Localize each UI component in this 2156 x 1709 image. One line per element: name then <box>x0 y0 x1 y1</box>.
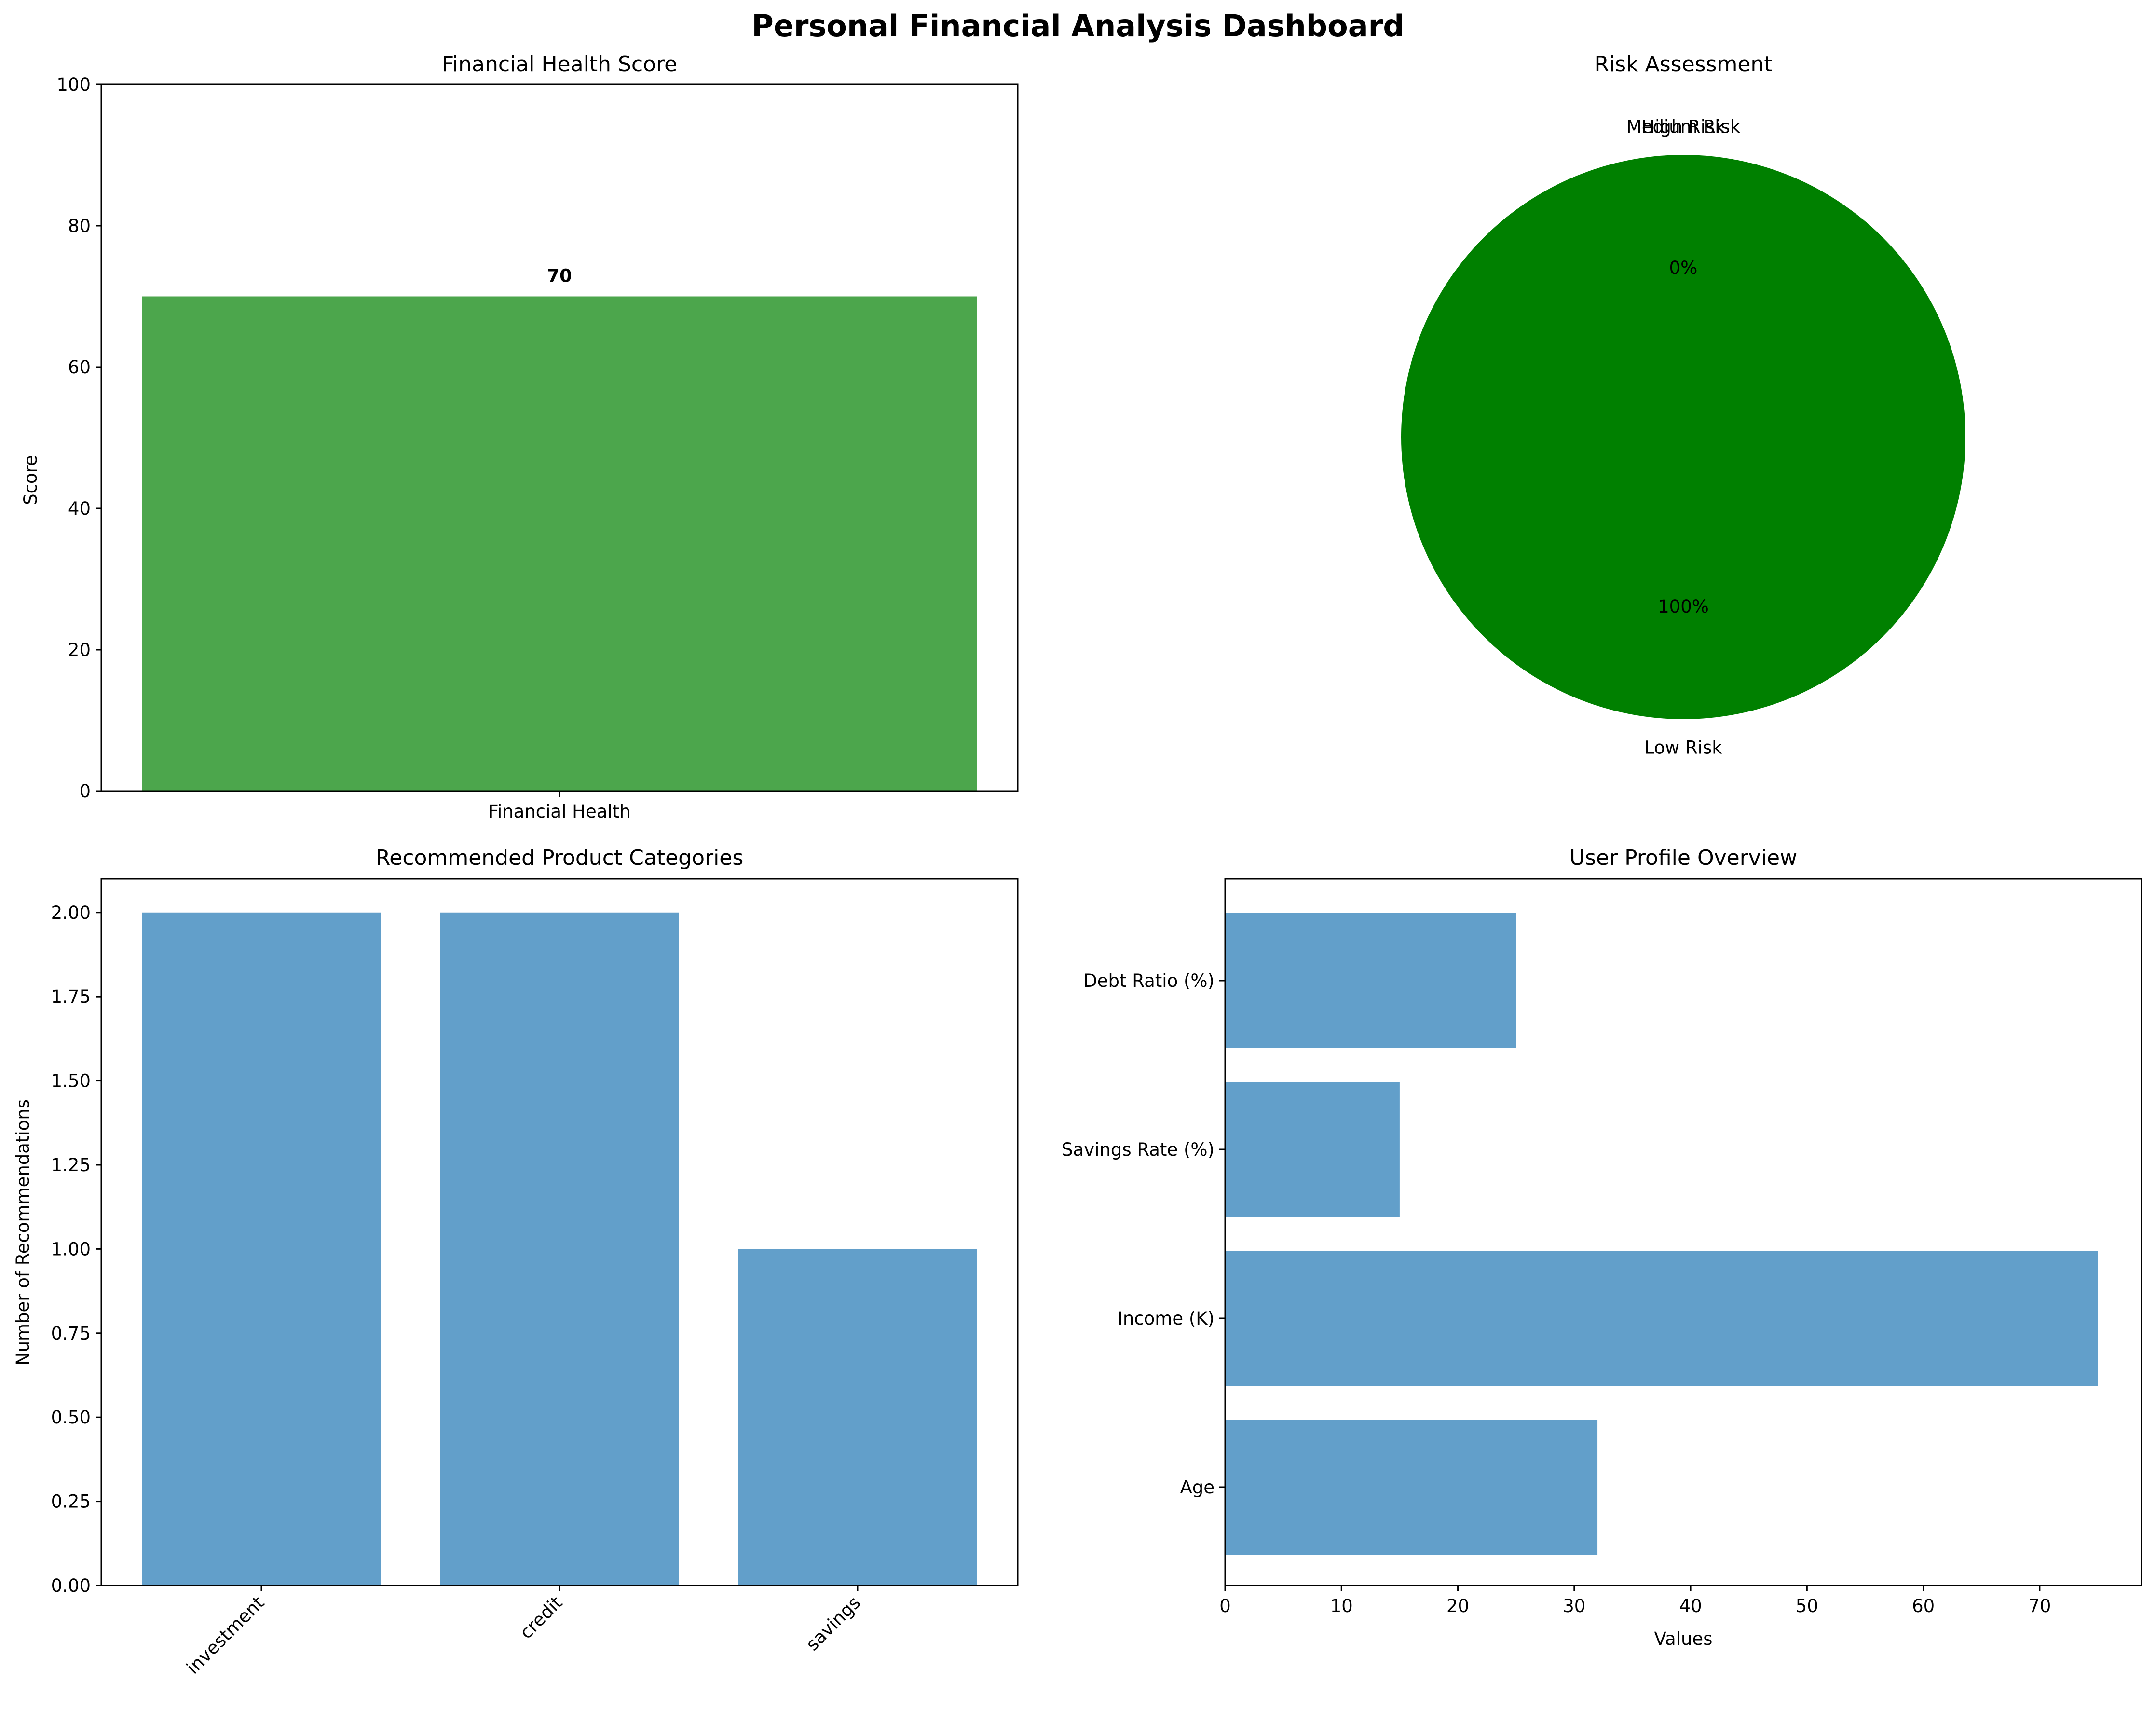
pie-label: Low Risk <box>1644 738 1722 758</box>
x-tick-label: 30 <box>1563 1596 1585 1616</box>
x-tick-label: 70 <box>2028 1596 2051 1616</box>
y-tick-label: 1.50 <box>51 1071 91 1092</box>
bar <box>1225 1251 2098 1386</box>
y-tick-label: 40 <box>68 498 91 519</box>
x-tick-label: 40 <box>1679 1596 1702 1616</box>
y-tick-label: 100 <box>56 74 91 95</box>
y-tick-label: 0.75 <box>51 1323 91 1344</box>
bar <box>1225 913 1516 1048</box>
x-tick-label: 20 <box>1446 1596 1469 1616</box>
bar <box>142 912 381 1586</box>
x-tick-label: 10 <box>1330 1596 1353 1616</box>
x-tick-label: credit <box>516 1592 566 1643</box>
x-tick-label: Financial Health <box>488 801 630 822</box>
y-tick-label: 0.25 <box>51 1491 91 1512</box>
financial-health-ylabel: Score <box>20 455 41 505</box>
user-profile-xlabel: Values <box>1654 1628 1713 1649</box>
y-tick-label: Savings Rate (%) <box>1062 1139 1214 1160</box>
y-tick-label: 20 <box>68 640 91 660</box>
y-tick-label: 0.50 <box>51 1407 91 1428</box>
user-profile-axes-frame <box>1224 878 2142 1586</box>
bar <box>1225 1420 1598 1555</box>
y-tick-label: 60 <box>68 357 91 378</box>
x-tick-label: 0 <box>1219 1596 1231 1616</box>
bar-data-label: 70 <box>547 266 572 287</box>
y-tick-label: 80 <box>68 216 91 236</box>
pie-label: High Risk <box>1641 117 1725 137</box>
recommendations-axes-frame <box>100 878 1019 1586</box>
recommendations-ylabel: Number of Recommendations <box>13 1099 33 1366</box>
financial-health-panel: Financial Health Score 0 20 40 60 80 100 70 Fin… <box>20 52 1019 822</box>
bar <box>440 912 679 1586</box>
y-tick-label: 1.00 <box>51 1239 91 1259</box>
bar <box>738 1249 977 1586</box>
y-tick-label: Age <box>1180 1477 1214 1498</box>
pie-pct-label: 0% <box>1669 258 1698 278</box>
bar <box>142 296 977 791</box>
risk-assessment-title: Risk Assessment <box>1594 52 1772 77</box>
bar <box>1225 1082 1400 1217</box>
x-tick-label: 50 <box>1796 1596 1818 1616</box>
x-tick-label: investment <box>182 1592 268 1678</box>
y-tick-label: 2.00 <box>51 902 91 923</box>
x-tick-label: 60 <box>1912 1596 1935 1616</box>
recommendations-title: Recommended Product Categories <box>376 846 744 870</box>
y-tick-label: 0.00 <box>51 1575 91 1596</box>
x-tick-label: savings <box>802 1592 865 1655</box>
pie-pct-label: 100% <box>1658 596 1709 617</box>
pie-slice <box>1401 155 1965 719</box>
user-profile-title: User Profile Overview <box>1569 846 1797 870</box>
pie-label: Medium Risk <box>1626 117 1741 137</box>
dashboard-title: Personal Financial Analysis Dashboard <box>751 8 1404 43</box>
y-tick-label: 1.75 <box>51 986 91 1007</box>
financial-health-title: Financial Health Score <box>442 52 677 77</box>
recommendations-panel: Recommended Product Categories 0.00 0.25 0… <box>13 846 1019 1678</box>
y-tick-label: 1.25 <box>51 1155 91 1176</box>
y-tick-label: Debt Ratio (%) <box>1083 971 1214 991</box>
financial-health-axes-frame <box>100 83 1019 792</box>
risk-assessment-panel: Risk Assessment Low Risk 100% Medium Risk 0… <box>1401 52 1965 758</box>
y-tick-label: 0 <box>79 781 91 802</box>
user-profile-panel: User Profile Overview 0 10 20 30 40 50 60 70 Age… <box>1062 846 2142 1649</box>
y-tick-label: Income (K) <box>1118 1308 1214 1329</box>
pie-pct-label: 0% <box>1669 258 1698 278</box>
